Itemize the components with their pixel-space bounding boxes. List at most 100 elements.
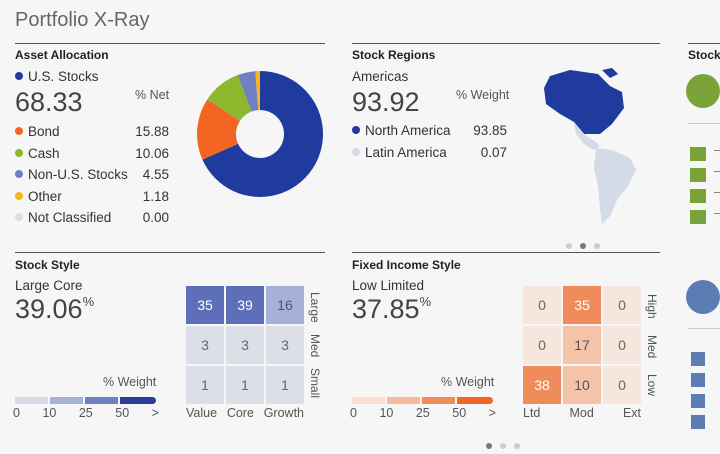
fixed-income-row-labels: High Med Low bbox=[645, 286, 659, 404]
scale-tick: 10 bbox=[42, 406, 57, 420]
style-cell: 3 bbox=[186, 326, 224, 364]
divider bbox=[352, 252, 660, 253]
allocation-row: Non-U.S. Stocks 4.55 bbox=[15, 164, 169, 186]
style-cell: 17 bbox=[563, 326, 601, 364]
col-label: Ltd bbox=[523, 406, 541, 420]
divider bbox=[688, 328, 720, 329]
stock-scale-bar bbox=[15, 397, 156, 404]
bottom-pagination[interactable] bbox=[482, 436, 524, 454]
divider bbox=[688, 43, 720, 44]
percent-weight-label: % Weight bbox=[456, 88, 510, 102]
page-dot[interactable] bbox=[566, 243, 572, 249]
stock-style-row-labels: Large Med Small bbox=[308, 286, 322, 404]
americas-value: 93.92 bbox=[352, 87, 420, 117]
divider bbox=[15, 252, 325, 253]
scale-tick: 0 bbox=[13, 406, 20, 420]
style-cell: 10 bbox=[563, 366, 601, 404]
allocation-label: Cash bbox=[15, 143, 60, 165]
scale-tick: > bbox=[488, 406, 496, 420]
divider bbox=[688, 123, 720, 124]
style-cell: 38 bbox=[523, 366, 561, 404]
communication-icon bbox=[691, 352, 705, 366]
scale-tick: 50 bbox=[452, 406, 467, 420]
region-row: North America 93.85 bbox=[352, 120, 507, 142]
page-dot[interactable] bbox=[514, 443, 520, 449]
style-cell: 1 bbox=[266, 366, 304, 404]
donut-slice-u-s-stocks bbox=[202, 71, 323, 198]
style-cell: 0 bbox=[603, 326, 641, 364]
truncated-label bbox=[714, 213, 720, 214]
donut-slice-bond bbox=[197, 99, 240, 160]
region-value: 93.85 bbox=[473, 123, 507, 138]
stock-style-title: Stock Style bbox=[15, 258, 80, 272]
region-value: 0.07 bbox=[480, 145, 507, 160]
americas-map bbox=[544, 68, 636, 224]
scale-tick: 25 bbox=[415, 406, 430, 420]
page-title: Portfolio X-Ray bbox=[15, 9, 150, 31]
energy-icon bbox=[691, 373, 705, 387]
col-label: Core bbox=[226, 406, 254, 420]
stock-scale-label: % Weight bbox=[103, 375, 157, 389]
row-label: Small bbox=[308, 368, 322, 399]
legend-dot bbox=[15, 213, 23, 221]
page-dot[interactable] bbox=[594, 243, 600, 249]
fixed-scale-label: % Weight bbox=[441, 375, 495, 389]
stock-style-label: Large Core bbox=[15, 278, 83, 293]
allocation-label: Not Classified bbox=[15, 207, 111, 229]
scale-tick: 50 bbox=[115, 406, 130, 420]
page-dot-active[interactable] bbox=[486, 443, 492, 449]
asset-allocation-list: Bond 15.88 Cash 10.06 Non-U.S. Stocks 4.55 Oth… bbox=[15, 121, 169, 229]
us-stocks-label: U.S. Stocks bbox=[15, 69, 99, 84]
allocation-value: 4.55 bbox=[142, 167, 169, 182]
style-cell: 39 bbox=[226, 286, 264, 324]
allocation-label: Non-U.S. Stocks bbox=[15, 164, 128, 186]
col-label: Ext bbox=[622, 406, 641, 420]
fixed-income-box: 0 35 0 0 17 0 38 10 0 bbox=[523, 286, 641, 404]
stock-regions-list: North America 93.85 Latin America 0.07 bbox=[352, 120, 507, 164]
allocation-value: 0.00 bbox=[142, 210, 169, 225]
divider bbox=[15, 43, 325, 44]
allocation-label: Other bbox=[15, 186, 62, 208]
style-cell: 16 bbox=[266, 286, 304, 324]
truncated-label bbox=[714, 171, 720, 172]
style-cell: 0 bbox=[603, 366, 641, 404]
regions-pagination[interactable] bbox=[562, 236, 604, 254]
col-label: Mod bbox=[569, 406, 594, 420]
financial-icon bbox=[690, 189, 706, 203]
row-label: Med bbox=[308, 333, 322, 358]
region-label: North America bbox=[352, 120, 451, 142]
row-label: Low bbox=[645, 373, 659, 396]
page-dot[interactable] bbox=[500, 443, 506, 449]
style-cell: 35 bbox=[563, 286, 601, 324]
donut-slice-cash bbox=[207, 75, 252, 121]
us-stocks-dot bbox=[15, 72, 23, 80]
fixed-scale-ticks: 0 10 25 50 > bbox=[350, 406, 496, 420]
scale-tick: 10 bbox=[379, 406, 394, 420]
divider bbox=[352, 43, 660, 44]
allocation-row: Other 1.18 bbox=[15, 186, 169, 208]
style-cell: 3 bbox=[266, 326, 304, 364]
style-cell: 0 bbox=[523, 326, 561, 364]
legend-dot bbox=[352, 126, 360, 134]
row-label: High bbox=[645, 293, 659, 319]
allocation-row: Cash 10.06 bbox=[15, 143, 169, 165]
legend-dot bbox=[15, 191, 23, 200]
col-label: Value bbox=[186, 406, 218, 420]
allocation-value: 15.88 bbox=[135, 124, 169, 139]
page-dot-active[interactable] bbox=[580, 243, 586, 249]
cyclical-icon bbox=[686, 74, 720, 108]
legend-dot bbox=[352, 148, 360, 156]
legend-dot bbox=[15, 127, 23, 135]
stock-regions-title: Stock Regions bbox=[352, 48, 436, 62]
basic-materials-icon bbox=[690, 147, 706, 161]
allocation-label: Bond bbox=[15, 121, 60, 143]
stock-style-box: 35 39 16 3 3 3 1 1 1 bbox=[186, 286, 304, 404]
style-cell: 0 bbox=[523, 286, 561, 324]
donut-slice-other bbox=[255, 71, 260, 111]
fixed-income-title: Fixed Income Style bbox=[352, 258, 461, 272]
fixed-income-col-labels: Ltd Mod Ext bbox=[523, 406, 641, 420]
style-cell: 1 bbox=[186, 366, 224, 404]
asset-allocation-donut-chart bbox=[197, 71, 323, 198]
fixed-scale-bar bbox=[352, 397, 493, 404]
allocation-value: 10.06 bbox=[135, 145, 169, 161]
